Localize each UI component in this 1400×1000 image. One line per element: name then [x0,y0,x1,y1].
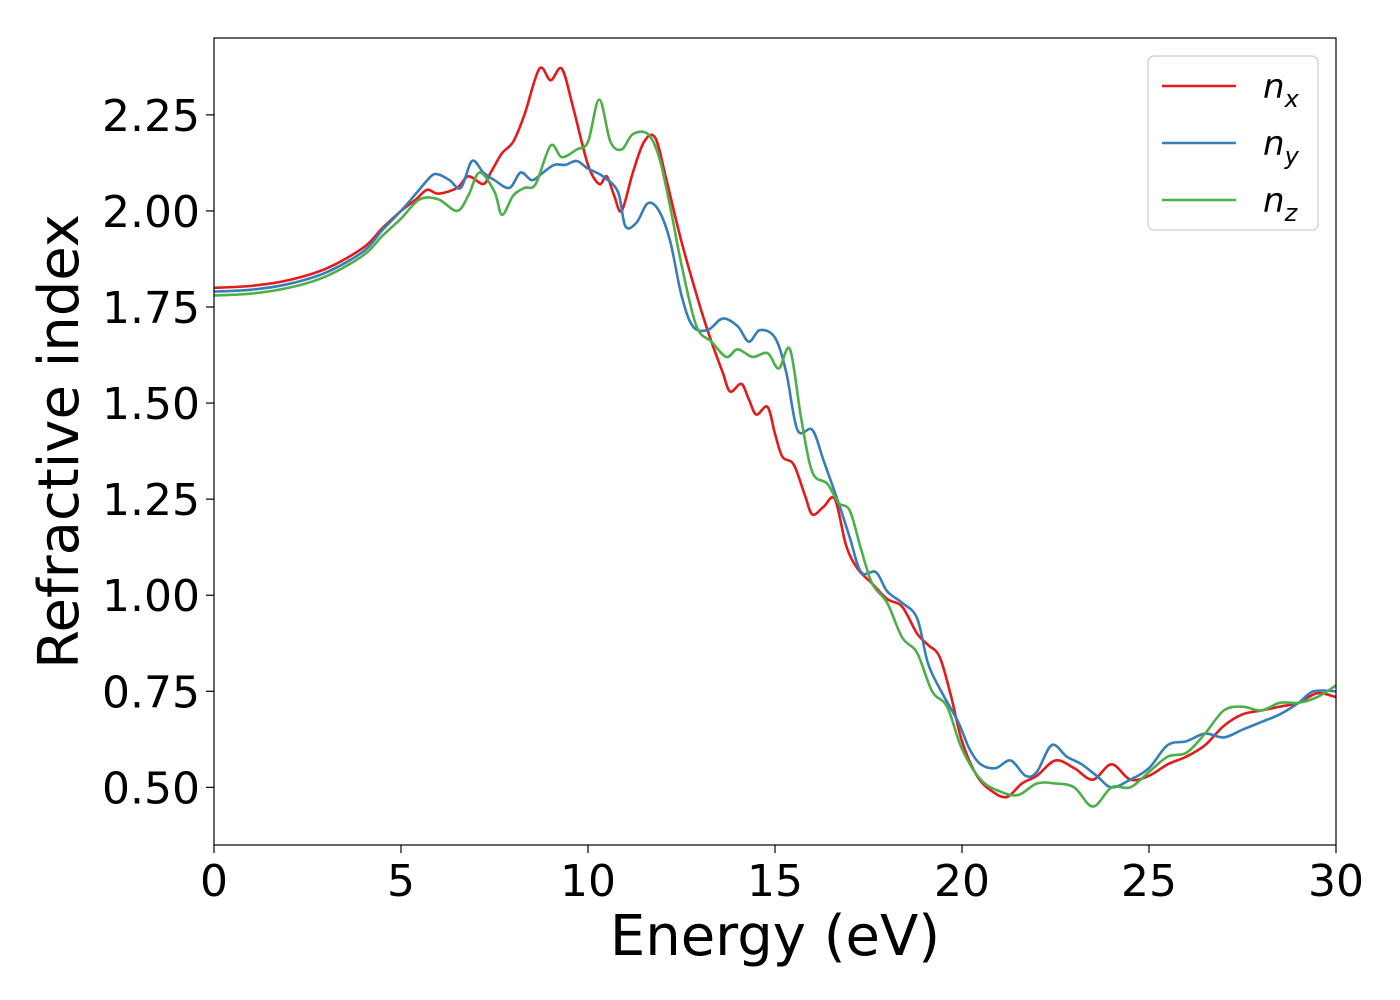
legend-label-z: nz [1263,181,1299,227]
series-line-z [214,98,1336,808]
series-line-y [214,159,1336,789]
y-tick-label: 1.00 [102,571,200,622]
y-tick-label: 0.50 [102,763,200,814]
y-tick-label: 0.75 [102,667,200,718]
x-tick-label: 25 [1121,856,1177,907]
y-tick-label: 1.50 [102,379,200,430]
x-axis: 0 5 10 15 20 25 30 [200,845,1364,907]
y-axis: 0.50 0.75 1.00 1.25 1.50 1.75 2.00 2.25 [102,91,214,814]
x-tick-label: 30 [1308,856,1364,907]
x-tick-label: 5 [387,856,415,907]
y-tick-label: 1.75 [102,283,200,334]
y-axis-label: Refractive index [27,214,92,669]
legend: nx ny nz [1147,55,1319,231]
x-tick-label: 0 [200,856,228,907]
legend-label-y: ny [1263,124,1300,170]
y-tick-label: 1.25 [102,475,200,526]
legend-label-x: nx [1263,67,1300,113]
x-tick-label: 20 [934,856,990,907]
y-tick-label: 2.00 [102,187,200,238]
x-tick-label: 10 [560,856,616,907]
y-tick-label: 2.25 [102,91,200,142]
x-axis-label: Energy (eV) [610,904,940,969]
x-tick-label: 15 [747,856,803,907]
